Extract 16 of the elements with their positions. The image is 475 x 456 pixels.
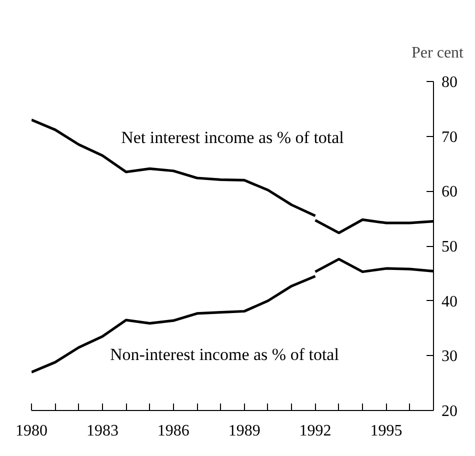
x-tick-label: 1992 bbox=[299, 422, 332, 440]
x-tick-label: 1989 bbox=[228, 422, 260, 440]
series-label: Net interest income as % of total bbox=[121, 128, 344, 147]
series-label: Non-interest income as % of total bbox=[110, 345, 340, 364]
x-tick-label: 1995 bbox=[370, 422, 402, 440]
x-tick-label: 1983 bbox=[86, 422, 118, 440]
y-tick-label: 50 bbox=[442, 238, 458, 256]
y-tick-label: 20 bbox=[442, 403, 458, 420]
y-tick-label: 60 bbox=[442, 184, 458, 201]
y-tick-label: 30 bbox=[442, 348, 458, 366]
x-tick-label: 1986 bbox=[157, 422, 190, 440]
y-tick-label: 70 bbox=[442, 128, 458, 146]
y-axis-title: Per cent bbox=[412, 44, 464, 62]
x-tick-label: 1980 bbox=[16, 422, 48, 440]
y-tick-label: 40 bbox=[442, 293, 458, 310]
y-tick-label: 80 bbox=[442, 74, 458, 91]
